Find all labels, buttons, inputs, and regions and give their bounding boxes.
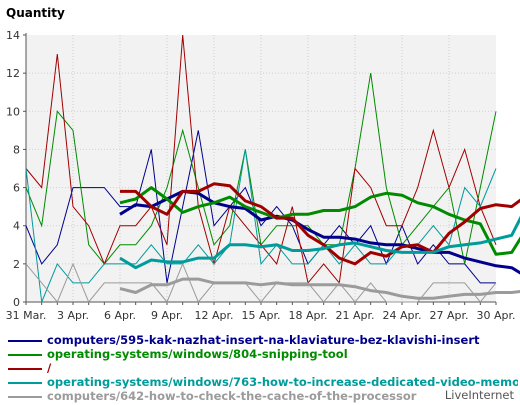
y-tick-label: 6 xyxy=(13,182,20,195)
y-tick-label: 10 xyxy=(6,105,20,118)
legend-swatch-2 xyxy=(8,368,42,370)
legend-swatch-0 xyxy=(8,340,42,342)
x-tick-label: 3 Apr. xyxy=(57,309,89,322)
x-tick-label: 9 Apr. xyxy=(151,309,183,322)
y-tick-label: 14 xyxy=(6,29,20,42)
y-tick-label: 8 xyxy=(13,143,20,156)
legend-swatch-4 xyxy=(8,396,42,398)
y-tick-label: 4 xyxy=(13,220,20,233)
x-tick-label: 21 Apr. xyxy=(335,309,374,322)
legend-label: computers/642-how-to-check-the-cache-of-… xyxy=(47,390,417,403)
legend-label: / xyxy=(47,362,52,375)
x-tick-label: 12 Apr. xyxy=(194,309,233,322)
y-axis-title: Quantity xyxy=(6,6,65,20)
series-4-average-line xyxy=(119,277,520,300)
legend-item: operating-systems/windows/763-how-to-inc… xyxy=(6,376,518,390)
legend-item: / xyxy=(6,362,518,376)
legend-item: computers/642-how-to-check-the-cache-of-… xyxy=(6,390,518,404)
x-tick-label: 6 Apr. xyxy=(104,309,136,322)
series-2-average-line xyxy=(120,182,520,266)
x-tick-label: 15 Apr. xyxy=(241,309,280,322)
series-4-daily-line xyxy=(25,262,497,303)
legend-swatch-3 xyxy=(8,382,42,384)
series-0-daily-line xyxy=(25,130,496,284)
legend-label: operating-systems/windows/763-how-to-inc… xyxy=(47,376,518,389)
y-tick-label: 12 xyxy=(6,67,20,80)
legend-item: computers/595-kak-nazhat-insert-na-klavi… xyxy=(6,334,518,348)
y-tick-label: 0 xyxy=(13,296,20,309)
chart-legend: computers/595-kak-nazhat-insert-na-klavi… xyxy=(6,334,518,404)
series-1-average-line xyxy=(119,186,520,256)
legend-item: operating-systems/windows/804-snipping-t… xyxy=(6,348,518,362)
x-tick-label: 24 Apr. xyxy=(382,309,421,322)
x-tick-label: 27 Apr. xyxy=(429,309,468,322)
y-tick-label: 2 xyxy=(13,258,20,271)
x-tick-label: 31 Mar. xyxy=(6,309,47,322)
legend-swatch-1 xyxy=(8,354,42,356)
credit-label: LiveInternet xyxy=(444,388,514,402)
series-3-average-line xyxy=(119,215,520,270)
legend-label: computers/595-kak-nazhat-insert-na-klavi… xyxy=(47,334,480,347)
x-tick-label: 30 Apr. xyxy=(476,309,515,322)
legend-label: operating-systems/windows/804-snipping-t… xyxy=(47,348,348,361)
x-tick-label: 18 Apr. xyxy=(288,309,327,322)
